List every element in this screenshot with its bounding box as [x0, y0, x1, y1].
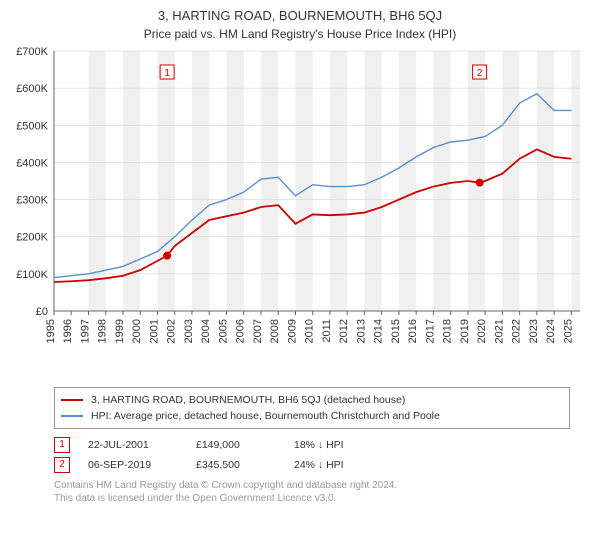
- price-chart: £0 £100K £200K £300K £400K £500K £600K £700K 199…: [0, 41, 600, 381]
- chart-title: 3, HARTING ROAD, BOURNEMOUTH, BH6 5QJ: [0, 0, 600, 23]
- chart-subtitle: Price paid vs. HM Land Registry's House …: [0, 27, 600, 41]
- svg-text:2000: 2000: [131, 319, 143, 343]
- svg-text:2008: 2008: [269, 319, 281, 343]
- marker-price: £149,000: [196, 435, 276, 455]
- svg-text:2010: 2010: [304, 319, 316, 343]
- marker-date: 22-JUL-2001: [88, 435, 178, 455]
- svg-text:2022: 2022: [511, 319, 523, 343]
- legend-label: HPI: Average price, detached house, Bour…: [91, 408, 440, 424]
- marker-badge: 2: [54, 457, 70, 473]
- svg-text:2021: 2021: [493, 319, 505, 343]
- marker-delta: 18% ↓ HPI: [294, 435, 344, 455]
- svg-text:2024: 2024: [545, 319, 557, 343]
- svg-text:1997: 1997: [79, 319, 91, 343]
- marker-delta: 24% ↓ HPI: [294, 455, 344, 475]
- svg-text:2023: 2023: [528, 319, 540, 343]
- svg-text:£300K: £300K: [16, 195, 48, 207]
- svg-text:2014: 2014: [373, 319, 385, 343]
- legend-item: HPI: Average price, detached house, Bour…: [61, 408, 563, 424]
- svg-text:2011: 2011: [321, 319, 333, 343]
- marker-badge: 1: [54, 437, 70, 453]
- license-text: Contains HM Land Registry data © Crown c…: [54, 479, 570, 505]
- svg-text:£500K: £500K: [16, 120, 48, 132]
- svg-text:£600K: £600K: [16, 83, 48, 95]
- svg-text:2020: 2020: [476, 319, 488, 343]
- svg-text:2: 2: [477, 68, 483, 79]
- svg-text:2005: 2005: [217, 319, 229, 343]
- svg-text:1998: 1998: [97, 319, 109, 343]
- marker-price: £345,500: [196, 455, 276, 475]
- svg-text:1995: 1995: [45, 319, 57, 343]
- svg-text:2002: 2002: [166, 319, 178, 343]
- svg-text:2006: 2006: [235, 319, 247, 343]
- svg-text:1999: 1999: [114, 319, 126, 343]
- svg-text:2007: 2007: [252, 319, 264, 343]
- svg-text:2017: 2017: [424, 319, 436, 343]
- svg-text:£400K: £400K: [16, 157, 48, 169]
- svg-text:£200K: £200K: [16, 232, 48, 244]
- legend-label: 3, HARTING ROAD, BOURNEMOUTH, BH6 5QJ (d…: [91, 392, 405, 408]
- svg-text:2004: 2004: [200, 319, 212, 343]
- legend-swatch: [61, 399, 83, 401]
- svg-text:2013: 2013: [355, 319, 367, 343]
- svg-text:2012: 2012: [338, 319, 350, 343]
- svg-text:2009: 2009: [286, 319, 298, 343]
- svg-text:2016: 2016: [407, 319, 419, 343]
- svg-text:£100K: £100K: [16, 269, 48, 281]
- table-row: 2 06-SEP-2019 £345,500 24% ↓ HPI: [54, 455, 570, 475]
- svg-text:2001: 2001: [148, 319, 160, 343]
- legend-item: 3, HARTING ROAD, BOURNEMOUTH, BH6 5QJ (d…: [61, 392, 563, 408]
- svg-text:£0: £0: [36, 306, 48, 318]
- svg-text:2015: 2015: [390, 319, 402, 343]
- svg-text:1996: 1996: [62, 319, 74, 343]
- marker-date: 06-SEP-2019: [88, 455, 178, 475]
- svg-text:2003: 2003: [183, 319, 195, 343]
- marker-table: 1 22-JUL-2001 £149,000 18% ↓ HPI 2 06-SE…: [54, 435, 570, 475]
- svg-text:2025: 2025: [562, 319, 574, 343]
- svg-text:1: 1: [164, 68, 170, 79]
- table-row: 1 22-JUL-2001 £149,000 18% ↓ HPI: [54, 435, 570, 455]
- svg-text:2018: 2018: [442, 319, 454, 343]
- legend: 3, HARTING ROAD, BOURNEMOUTH, BH6 5QJ (d…: [54, 387, 570, 429]
- svg-text:£700K: £700K: [16, 46, 48, 58]
- svg-text:2019: 2019: [459, 319, 471, 343]
- legend-swatch: [61, 415, 83, 417]
